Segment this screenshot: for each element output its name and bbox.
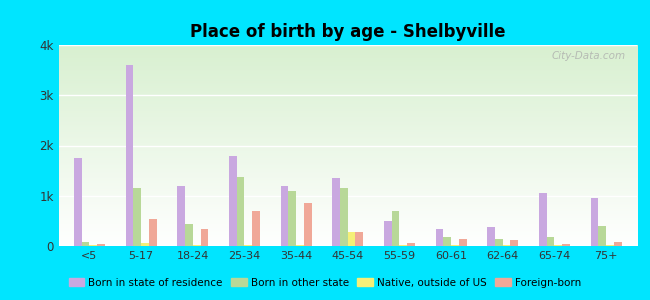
Legend: Born in state of residence, Born in other state, Native, outside of US, Foreign-: Born in state of residence, Born in othe… xyxy=(64,274,586,292)
Bar xyxy=(125,65,133,246)
Bar xyxy=(488,227,495,246)
Bar xyxy=(392,211,399,246)
Bar xyxy=(562,244,570,246)
Bar xyxy=(348,232,356,246)
Bar xyxy=(443,238,451,246)
Bar xyxy=(502,245,510,246)
Bar xyxy=(289,191,296,246)
Bar xyxy=(598,226,606,246)
Bar xyxy=(547,237,554,246)
Bar xyxy=(185,224,193,246)
Bar xyxy=(141,243,149,246)
Bar xyxy=(177,186,185,246)
Bar xyxy=(74,158,82,246)
Bar xyxy=(459,239,467,246)
Bar xyxy=(399,245,407,246)
Bar xyxy=(384,221,392,246)
Bar xyxy=(356,232,363,246)
Bar xyxy=(451,245,459,246)
Bar xyxy=(340,188,348,246)
Bar xyxy=(82,242,90,246)
Bar xyxy=(304,203,311,246)
Bar xyxy=(133,188,141,246)
Title: Place of birth by age - Shelbyville: Place of birth by age - Shelbyville xyxy=(190,23,506,41)
Bar xyxy=(614,242,621,246)
Bar xyxy=(436,230,443,246)
Bar xyxy=(554,245,562,246)
Bar xyxy=(510,240,518,246)
Bar xyxy=(193,245,201,246)
Bar xyxy=(90,245,97,246)
Text: City-Data.com: City-Data.com xyxy=(551,51,625,61)
Bar xyxy=(244,245,252,246)
Bar xyxy=(332,178,340,246)
Bar xyxy=(407,244,415,246)
Bar xyxy=(606,245,614,246)
Bar xyxy=(539,193,547,246)
Bar xyxy=(296,245,304,246)
Bar xyxy=(201,230,208,246)
Bar xyxy=(149,219,157,246)
Bar xyxy=(590,198,598,246)
Bar xyxy=(281,186,289,246)
Bar xyxy=(252,211,260,246)
Bar xyxy=(98,244,105,246)
Bar xyxy=(229,155,237,246)
Bar xyxy=(495,239,502,246)
Bar xyxy=(237,177,244,246)
